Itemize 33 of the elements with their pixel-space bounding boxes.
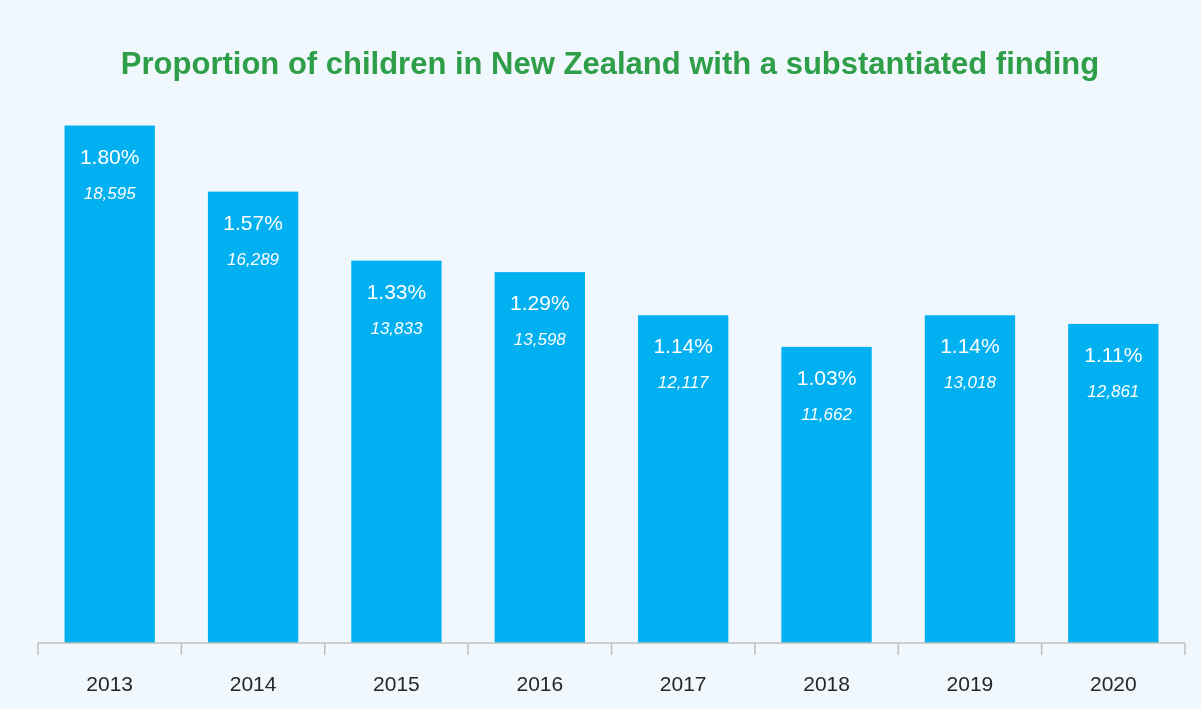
annotation: 11,662 [801,404,853,424]
bar [64,125,155,643]
bar [494,272,585,643]
annotation: 16,289 [227,249,280,269]
annotation: 18,595 [83,183,137,203]
data-label: 1.80% [79,144,140,168]
data-label: 1.03% [796,365,857,389]
annotation: 12,861 [1087,381,1140,401]
bar [207,191,299,643]
bar [1068,323,1159,643]
annotation: 13,833 [370,318,423,338]
data-label: 1.57% [223,210,283,234]
x-tick-label: 2014 [229,672,277,695]
data-label: 1.33% [366,279,427,303]
bar [781,346,872,643]
x-tick-label: 2018 [803,672,850,695]
x-tick-label: 2020 [1089,672,1137,695]
data-label: 1.29% [510,291,570,315]
x-tick-label: 2016 [516,672,564,695]
chart-title: Proportion of children in New Zealand with a substantiated finding [120,46,1100,81]
x-tick-label: 2015 [373,672,420,695]
bar [351,260,442,643]
data-label: 1.11% [1084,342,1143,366]
data-label: 1.14% [940,334,1000,358]
x-tick-label: 2019 [946,672,994,695]
x-tick-label: 2017 [659,672,707,695]
annotation: 13,598 [513,330,567,350]
annotation: 12,117 [657,373,710,393]
data-label: 1.14% [653,334,713,358]
annotation: 13,018 [943,373,997,393]
bar [638,315,729,643]
bar [924,315,1016,643]
x-tick-label: 2013 [86,672,134,695]
